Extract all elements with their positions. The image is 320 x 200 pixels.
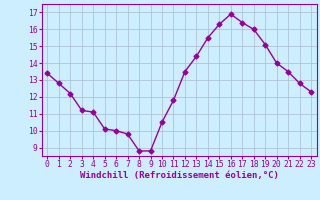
X-axis label: Windchill (Refroidissement éolien,°C): Windchill (Refroidissement éolien,°C) — [80, 171, 279, 180]
